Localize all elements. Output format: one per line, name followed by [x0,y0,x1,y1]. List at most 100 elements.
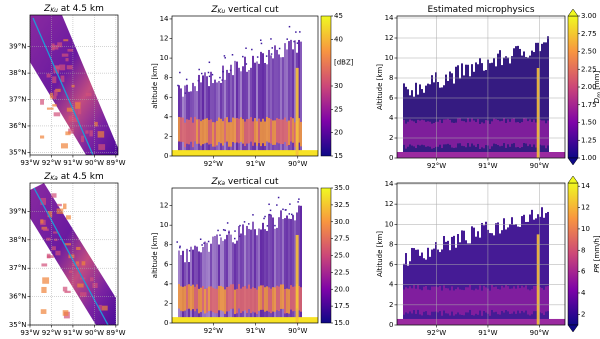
echo-speck [270,38,272,40]
echo-column [284,43,286,154]
y-tick-label: 10 [160,54,169,62]
echo-column [419,84,421,155]
echo-column [274,228,276,321]
echo-band [204,118,206,144]
echo-patch [60,75,65,83]
echo-speck [298,198,300,200]
symbol: D [593,97,600,103]
echo-band [405,287,407,313]
echo-band [280,119,282,145]
echo-band [194,116,196,142]
echo-band [423,286,425,312]
echo-band [415,123,417,149]
echo-band [270,288,272,314]
colorbar-extend [567,175,579,184]
echo-column [200,252,202,321]
echo-band [465,287,467,313]
echo-band [485,287,487,313]
echo-column [457,65,459,155]
echo-patch [54,238,58,242]
echo-column [429,256,431,322]
echo-column [218,80,220,154]
x-tick-label: 92°W [42,329,61,337]
echo-band [463,290,465,316]
echo-band [192,122,194,148]
echo-patch [61,53,69,57]
y-axis-label: Altitude [km] [376,64,384,110]
echo-band [511,118,513,144]
echo-column [246,71,248,154]
echo-column [222,240,224,321]
echo-speck [259,39,262,41]
echo-band [224,118,226,143]
y-tick-label: 2 [164,132,168,140]
echo-band [290,285,292,310]
echo-band [517,285,519,311]
echo-band [290,117,292,142]
y-tick-label: 6 [389,261,394,269]
echo-column [242,66,244,154]
colorbar [320,15,332,157]
echo-column [453,235,455,322]
echo-band [533,285,535,312]
echo-column [507,57,509,155]
echo-band [252,287,254,312]
echo-column [292,215,294,321]
echo-column [204,72,206,154]
echo-band [292,118,294,143]
echo-band [409,119,411,145]
echo-column [519,226,521,322]
echo-column [469,76,471,155]
echo-speck [288,25,291,28]
colorbar-tick-label: 25.0 [334,252,350,260]
echo-column [411,247,413,322]
echo-speck [284,209,287,211]
y-tick-label: 10 [385,54,394,62]
echo-column [198,251,200,321]
echo-band [427,121,429,147]
y-tick-label: 0 [389,321,393,329]
echo-band [214,288,216,314]
echo-band [495,119,497,145]
echo-band [240,117,242,142]
echo-patch [80,292,87,297]
echo-band [491,284,493,310]
echo-band [497,289,499,315]
y-tick-label: 0 [164,319,168,327]
echo-band [477,289,479,315]
echo-band [523,118,525,144]
echo-column [427,83,429,155]
echo-band [258,286,260,311]
echo-band [535,285,537,312]
echo-column [513,224,515,322]
echo-speck [200,72,203,75]
colorbar [567,182,579,326]
echo-band [515,122,517,148]
echo-band [260,285,262,310]
echo-column [208,251,210,321]
echo-band [527,289,529,315]
echo-column [547,36,549,155]
echo-patch [64,243,72,246]
echo-band [447,118,449,144]
echo-band [475,288,477,314]
y-tick-label: 0 [389,154,393,162]
echo-band [268,287,270,312]
echo-band [525,285,527,311]
echo-patch [46,73,51,78]
text: Estimated microphysics [427,5,534,15]
echo-speck [211,73,214,76]
echo-patch [63,203,67,210]
echo-band [244,285,246,311]
echo-band [268,118,270,143]
echo-band [403,289,405,315]
echo-column [459,78,461,155]
echo-patch [46,107,54,110]
echo-patch [94,121,98,127]
echo-band [298,285,300,311]
colorbar-tick-label: 27.5 [334,235,350,243]
surface-band [397,152,565,158]
echo-band [485,120,487,146]
echo-column [521,55,523,155]
echo-patch [76,246,81,250]
